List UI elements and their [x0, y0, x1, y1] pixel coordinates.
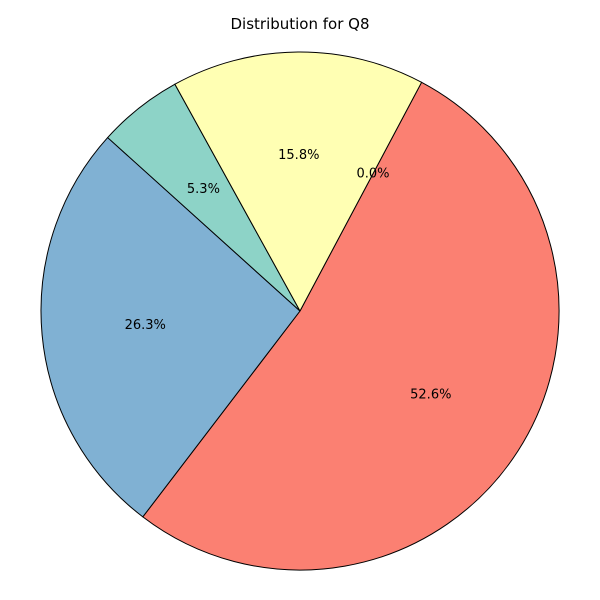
- pie-slice-label-52-6: 52.6%: [410, 387, 451, 402]
- pie-slice-label-26-3: 26.3%: [125, 318, 166, 333]
- pie-slice-15-8: [174, 51, 423, 312]
- pie-slice-labels: 52.6% 26.3% 5.3% 15.8% 0.0%: [125, 148, 452, 402]
- chart-title: Distribution for Q8: [230, 15, 369, 33]
- pie-slice-label-15-8: 15.8%: [278, 148, 319, 163]
- pie-slice-label-0-0: 0.0%: [356, 166, 389, 181]
- pie-slice-26-3: [40, 137, 301, 518]
- pie-slice-label-5-3: 5.3%: [187, 182, 220, 197]
- pie-slice-52-6: [142, 81, 560, 571]
- pie-slices: [40, 51, 560, 571]
